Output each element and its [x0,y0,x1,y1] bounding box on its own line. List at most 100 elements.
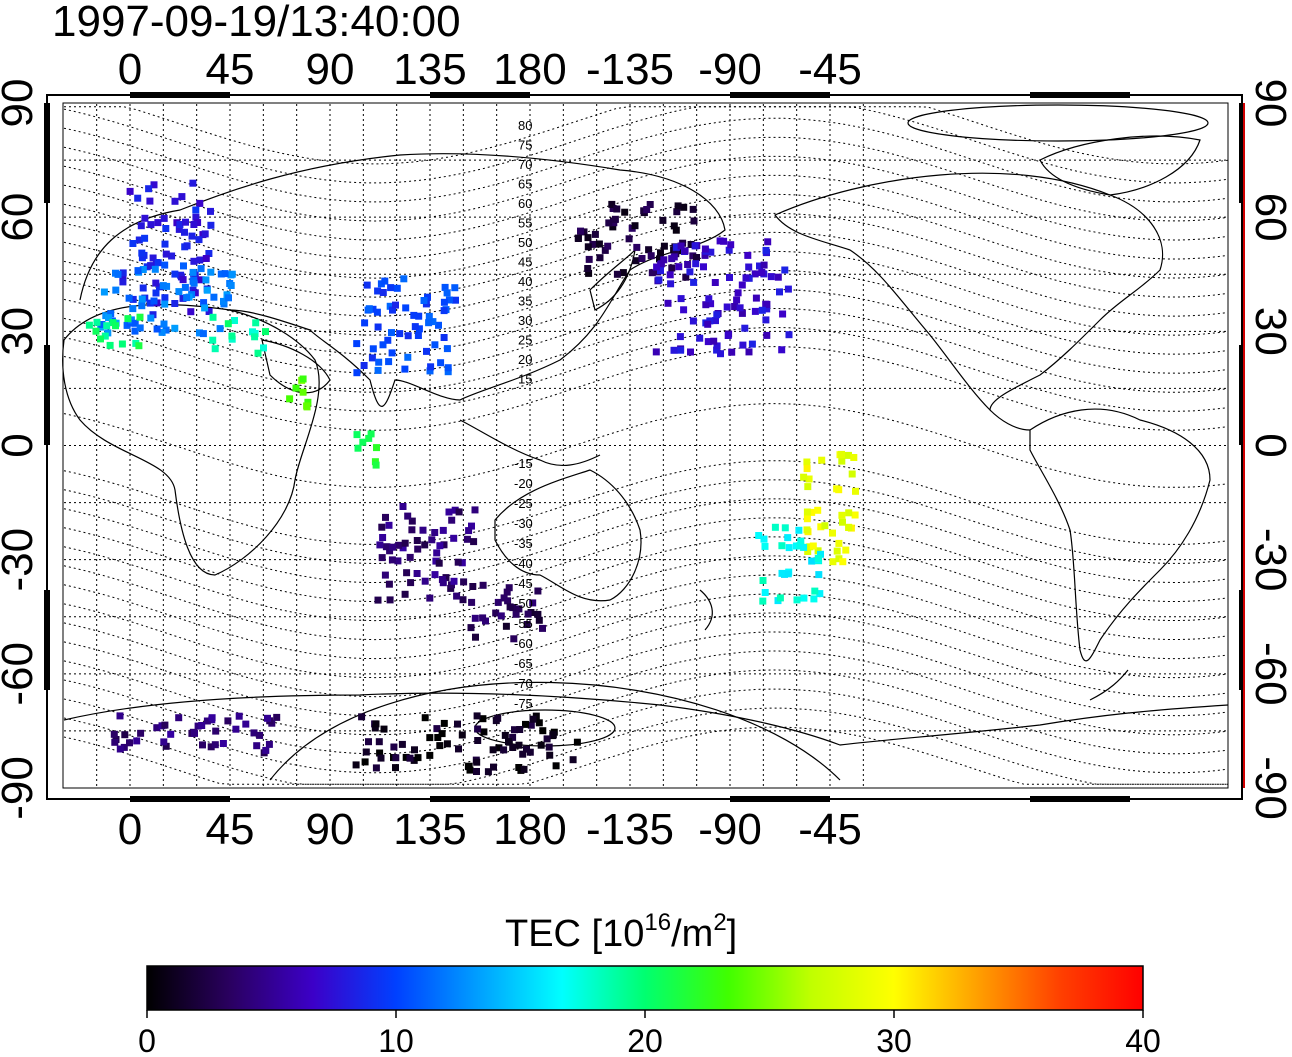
left-tick-label: -60 [0,642,42,706]
tec-observation [452,296,459,304]
tec-observation [141,214,149,222]
contour-line [63,726,1228,785]
tec-observation [411,323,419,331]
tec-observation [643,206,651,213]
tec-observation [227,282,235,289]
tec-observation [434,734,442,741]
tec-observation [539,727,547,735]
tec-observation [196,256,204,264]
contour-label: -30 [514,516,533,531]
tec-observation [380,725,388,733]
tec-observation [121,731,129,739]
tec-observation [500,746,508,754]
contour-label: 60 [518,196,532,211]
tec-observation [633,243,641,251]
tec-observation [659,216,667,224]
tec-observation [689,317,697,325]
tec-observation [469,583,477,590]
tec-observation [723,303,731,311]
tec-observation [443,289,451,297]
tec-observation [763,331,771,339]
tec-observation [433,549,441,557]
tec-observation [201,230,209,238]
tec-observation [413,570,421,577]
contour-line [63,688,1229,774]
tec-observation [472,633,479,641]
contour-label: 70 [518,157,532,172]
contour-label: 15 [518,372,532,387]
tec-observation [845,509,853,517]
tec-observation [154,259,162,267]
tec-observation [386,302,394,310]
tec-observation [632,257,640,265]
tec-observation [631,222,639,230]
tec-observation [489,746,497,754]
tec-observation [406,553,414,561]
tec-observation [800,543,808,551]
tec-observation [447,584,455,592]
tec-observation [190,257,198,265]
tec-observation [704,320,712,328]
tec-observation [529,599,537,607]
tec-observation [190,279,198,287]
coastline-arabia [261,339,331,394]
contour-line [63,669,1229,755]
contour-line [63,212,1229,298]
tec-observation [692,260,700,268]
tec-observation [733,296,741,304]
tec-observation [573,738,581,746]
tec-observation [221,270,229,278]
tec-observation [195,236,203,244]
tec-observation [726,274,733,281]
tec-observation [228,332,236,340]
tec-observation [681,247,689,255]
tec-observation [797,537,805,545]
tec-observation [141,234,149,242]
tec-observation [368,354,376,362]
tec-observation [224,320,232,328]
tec-observation [139,266,147,273]
tec-observation [725,246,733,254]
tec-observation [648,269,656,277]
tec-observation [803,526,811,534]
tec-observation [363,281,371,289]
tec-observation [835,555,843,563]
tec-observation [111,738,119,746]
tec-observation [92,327,100,335]
right-tick-label: -90 [1246,756,1292,820]
contour-label: 30 [518,313,532,328]
tec-observation [194,722,202,730]
tec-observation [490,763,497,771]
contour-label: -70 [514,676,533,691]
tec-observation [751,307,759,315]
tec-observation [427,363,435,371]
colorbar-ticks: 0 10 20 30 40 [138,1010,1161,1057]
bottom-tick-label: -90 [698,805,762,854]
contour-label: -75 [514,696,533,711]
tec-observation [817,523,825,531]
tec-observation [260,344,267,352]
tec-observation [784,534,792,542]
tec-observation [421,714,429,722]
tec-observation [414,332,422,339]
right-tick-label: -30 [1246,528,1292,592]
tec-observation [401,590,409,598]
coastline-north-america [774,172,1164,412]
tec-observation [97,335,104,343]
tec-observation [808,508,816,516]
tec-observation [673,208,681,216]
contour-label: 65 [518,177,532,192]
left-tick-label: 30 [0,307,42,356]
contour-line [63,307,1229,393]
tec-observation [677,295,685,303]
tec-observation [515,741,523,749]
coastline-central-america [989,409,1031,431]
tec-observation [227,271,235,279]
tec-observation [845,451,852,459]
tec-observation [388,329,395,337]
tec-observation [171,197,179,205]
tec-observation [180,262,187,270]
tec-observation [250,729,258,737]
tec-observation [479,614,487,622]
coastline-greenland [1039,135,1201,196]
